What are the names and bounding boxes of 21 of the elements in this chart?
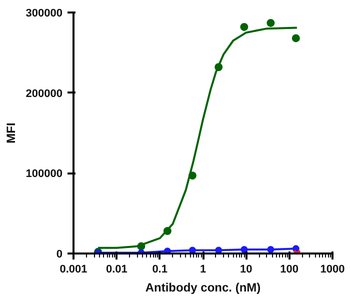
point <box>240 246 248 253</box>
x-axis-title: Antibody conc. (nM) <box>145 280 261 294</box>
x-tick-label: 100 <box>280 264 299 276</box>
x-tick-label: 0.001 <box>60 264 88 276</box>
point <box>292 34 300 42</box>
point <box>267 246 274 253</box>
x-tick-label: 10 <box>240 264 252 276</box>
point <box>240 22 248 31</box>
y-tick-label: 100000 <box>26 168 63 180</box>
y-tick-label: 0 <box>56 248 63 260</box>
y-tick-label: 200000 <box>26 88 63 100</box>
y-tick-label: 300000 <box>26 8 63 20</box>
point <box>164 248 171 254</box>
x-tick-label: 1 <box>200 264 206 276</box>
x-tick-label: 1000 <box>320 264 345 276</box>
x-tick-label: 0.01 <box>106 264 128 276</box>
point <box>188 246 196 254</box>
point <box>215 246 222 254</box>
point <box>266 18 275 27</box>
y-axis-title: MFI <box>4 122 18 144</box>
x-tick-label: 0.1 <box>152 264 168 276</box>
